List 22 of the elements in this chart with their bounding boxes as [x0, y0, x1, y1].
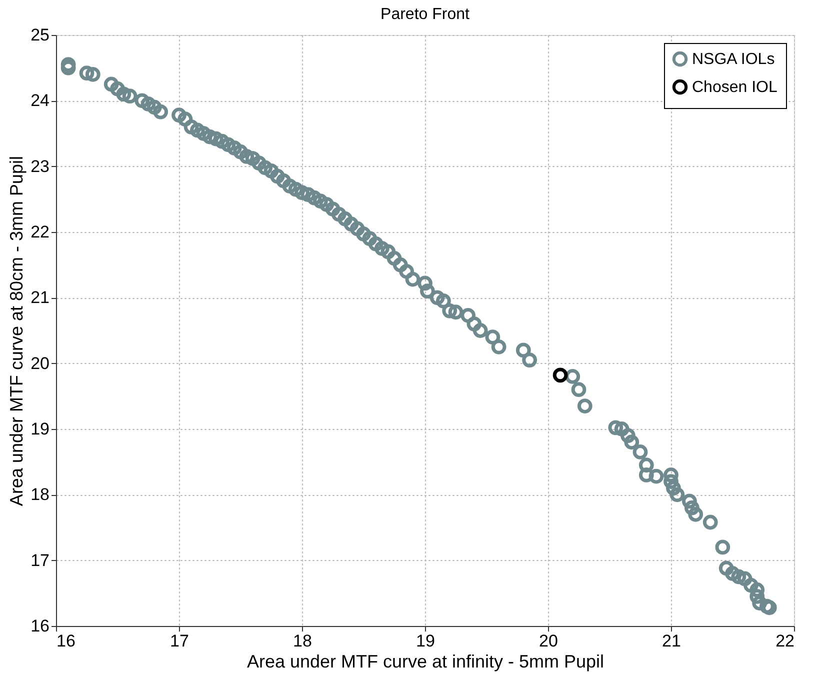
x-tick-label: 21	[662, 632, 681, 650]
x-tick-label: 19	[416, 632, 435, 650]
y-tick-label: 23	[30, 156, 50, 176]
y-tick-label: 24	[30, 91, 50, 110]
y-tick-label: 17	[30, 550, 50, 570]
y-tick-label: 16	[30, 616, 50, 636]
legend-label: NSGA IOLs	[692, 51, 775, 68]
y-tick-label: 25	[30, 26, 50, 44]
y-tick-label: 20	[30, 354, 50, 373]
y-tick-label: 21	[30, 288, 50, 308]
y-tick-label: 18	[30, 485, 50, 504]
chart-title: Pareto Front	[380, 6, 470, 23]
x-tick-label: 18	[293, 632, 312, 650]
x-tick-label: 22	[776, 632, 794, 650]
y-tick-label: 19	[30, 420, 50, 438]
x-tick-label: 20	[539, 632, 558, 650]
y-axis-title: Area under MTF curve at 80cm - 3mm Pupil	[6, 156, 27, 506]
legend-label: Chosen IOL	[692, 79, 778, 96]
x-axis-title: Area under MTF curve at infinity - 5mm Pupil	[246, 652, 604, 672]
x-tick-label: 17	[170, 632, 189, 650]
x-tick-label: 16	[56, 632, 76, 650]
y-tick-label: 22	[30, 222, 50, 242]
